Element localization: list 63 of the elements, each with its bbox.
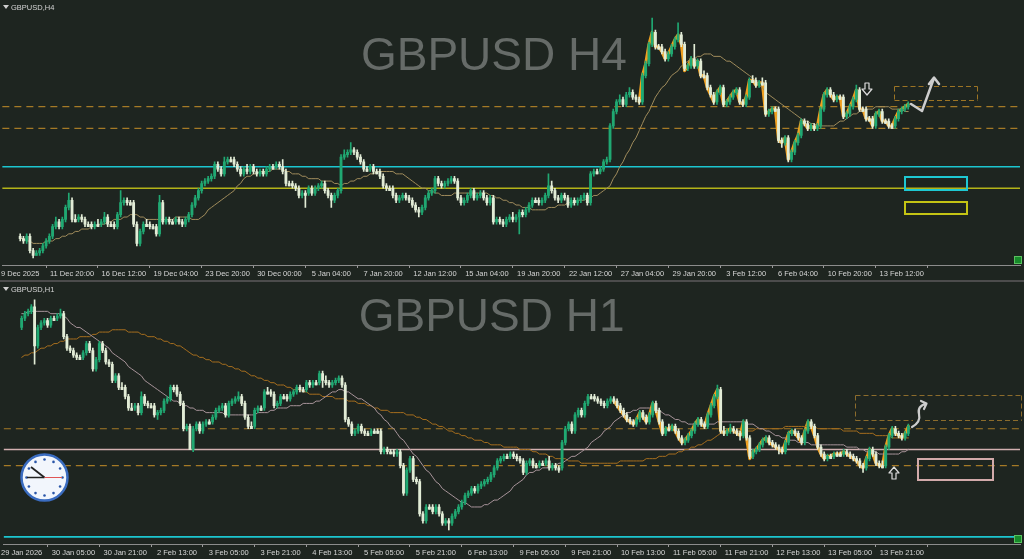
candlestick xyxy=(59,308,62,319)
candlestick xyxy=(184,216,187,227)
candlestick xyxy=(444,518,448,526)
candlestick xyxy=(171,219,174,225)
candlestick xyxy=(893,426,897,436)
candlestick xyxy=(158,195,161,237)
annotation: GBPUSD H1 xyxy=(358,289,625,342)
candlestick xyxy=(538,460,541,469)
candlestick xyxy=(389,449,392,455)
candlestick xyxy=(771,439,774,448)
candlestick xyxy=(145,219,149,227)
candlestick xyxy=(447,518,451,531)
candlestick xyxy=(622,407,625,418)
candlestick xyxy=(703,421,706,430)
candlestick xyxy=(320,180,324,189)
candlestick xyxy=(580,407,583,418)
candlestick xyxy=(169,384,172,402)
candlestick xyxy=(677,428,681,441)
candlestick xyxy=(292,389,295,397)
candlestick xyxy=(333,192,336,203)
candlestick xyxy=(826,453,829,462)
candlestick xyxy=(103,211,106,225)
candlestick xyxy=(440,180,443,189)
candlestick xyxy=(278,161,281,170)
candlestick xyxy=(534,197,537,203)
candlestick xyxy=(589,171,593,206)
candlestick xyxy=(372,163,375,175)
candlestick xyxy=(800,435,803,446)
candlestick xyxy=(224,403,227,418)
candlestick xyxy=(114,373,117,384)
candlestick xyxy=(521,209,524,218)
candlestick xyxy=(470,485,473,496)
candlestick xyxy=(46,317,49,328)
candlestick xyxy=(593,393,596,402)
candlestick xyxy=(803,118,806,127)
candlestick xyxy=(602,159,605,172)
candlestick xyxy=(696,58,699,69)
candlestick xyxy=(414,202,417,213)
candlestick xyxy=(305,380,308,393)
candlestick xyxy=(265,166,268,177)
candlestick xyxy=(855,456,858,464)
candlestick xyxy=(156,409,159,420)
candlestick xyxy=(777,106,780,144)
candlestick xyxy=(239,166,242,177)
candlestick xyxy=(525,460,528,476)
candlestick xyxy=(90,221,93,230)
candlestick xyxy=(871,115,874,129)
candlestick xyxy=(252,163,255,175)
candlestick xyxy=(881,460,884,469)
candlestick xyxy=(457,504,460,515)
candlestick xyxy=(508,214,511,223)
candlestick xyxy=(237,391,240,402)
candlestick xyxy=(722,84,725,108)
annotation: GBPUSD H4 xyxy=(360,28,627,81)
candlestick xyxy=(77,214,80,223)
candlestick xyxy=(734,87,738,96)
candlestick xyxy=(466,192,469,203)
candlestick xyxy=(334,377,337,386)
candlestick xyxy=(547,173,550,199)
candlestick xyxy=(512,451,515,459)
candlestick xyxy=(360,423,363,434)
candlestick xyxy=(758,442,761,453)
candlestick xyxy=(279,393,282,407)
